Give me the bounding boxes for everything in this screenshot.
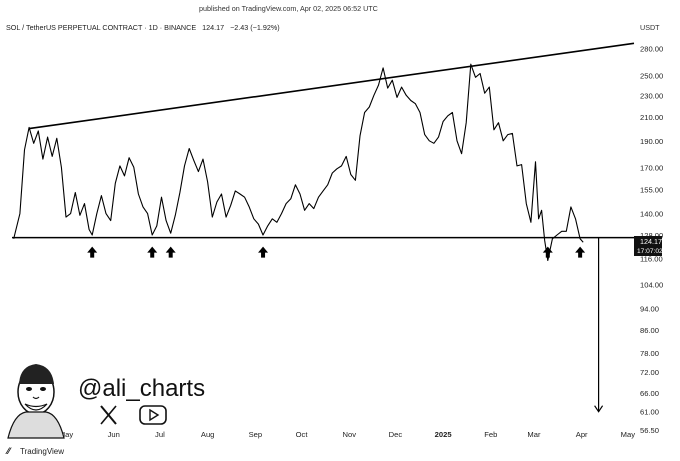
y-tick-label: 56.50: [640, 426, 659, 435]
x-tick-label: Feb: [484, 430, 497, 439]
y-tick-label: 94.00: [640, 305, 659, 314]
up-arrow-marker: [147, 246, 158, 258]
x-tick-label: Mar: [527, 430, 541, 439]
x-tick-label: 2025: [435, 430, 453, 439]
x-tick-label: Aug: [201, 430, 215, 439]
y-axis: 280.00 250.00 230.00 210.00 190.00 170.00 155.…: [640, 44, 663, 435]
y-tick-label: 86.00: [640, 326, 659, 335]
up-arrow-marker: [258, 246, 269, 258]
x-tick-label: May: [59, 430, 74, 439]
x-tick-label: Dec: [389, 430, 403, 439]
x-tick-label: Apr: [576, 430, 588, 439]
tradingview-footer: ⁄⁄ TradingView: [5, 446, 64, 456]
footer-brand: TradingView: [20, 447, 64, 456]
up-arrow-marker: [575, 246, 586, 258]
x-tick-label: Sep: [249, 430, 263, 439]
x-logo-icon[interactable]: [100, 405, 117, 425]
y-tick-label: 250.00: [640, 71, 663, 80]
y-tick-label: 61.00: [640, 408, 659, 417]
x-tick-label: May: [621, 430, 636, 439]
x-tick-label: Oct: [296, 430, 309, 439]
up-arrow-marker: [165, 246, 176, 258]
x-tick-label: Jul: [155, 430, 165, 439]
annotations: [12, 42, 635, 413]
legend-change: −2.43 (−1.92%): [230, 23, 280, 32]
y-tick-label: 155.00: [640, 185, 663, 194]
y-tick-label: 128.00: [640, 231, 663, 240]
y-tick-label: 170.00: [640, 163, 663, 172]
y-tick-label: 280.00: [640, 44, 663, 53]
legend: SOL / TetherUS PERPETUAL CONTRACT · 1D ·…: [6, 23, 280, 32]
y-tick-label: 116.00: [640, 254, 663, 263]
y-tick-label: 210.00: [640, 113, 663, 122]
current-price-tag: 124.17 17:07:02: [634, 236, 663, 256]
x-axis: ApMayJunJulAugSepOctNovDec2025FebMarAprM…: [17, 430, 635, 439]
legend-price: 124.17: [202, 23, 224, 32]
y-tick-label: 230.00: [640, 91, 663, 100]
avatar-icon: [7, 364, 65, 439]
y-tick-label: 104.00: [640, 281, 663, 290]
y-tick-label: 72.00: [640, 368, 659, 377]
x-tick-label: Jun: [108, 430, 120, 439]
legend-symbol: SOL / TetherUS PERPETUAL CONTRACT · 1D ·…: [6, 23, 196, 32]
up-arrow-marker: [87, 246, 98, 258]
support-markers: [87, 246, 586, 258]
y-tick-label: 140.00: [640, 210, 663, 219]
currency-label: USDT: [640, 23, 660, 32]
author-handle: @ali_charts: [78, 375, 205, 402]
x-tick-label: Nov: [342, 430, 356, 439]
youtube-icon[interactable]: [139, 405, 167, 425]
y-tick-label: 190.00: [640, 137, 663, 146]
up-arrow-marker: [542, 246, 553, 258]
series-layer: [13, 63, 584, 262]
tradingview-logo-icon: ⁄⁄: [5, 446, 13, 456]
published-label: published on TradingView.com, Apr 02, 20…: [199, 4, 378, 13]
price-tag-background: [634, 236, 662, 256]
price-tag-timer: 17:07:02: [637, 248, 663, 255]
y-tick-label: 78.00: [640, 349, 659, 358]
y-tick-label: 66.00: [640, 389, 659, 398]
projection-arrow-head: [594, 405, 604, 413]
author-branding: @ali_charts: [7, 364, 205, 439]
price-series-line: [13, 63, 584, 262]
resistance-trendline: [28, 42, 635, 130]
price-tag-value: 124.17: [640, 237, 662, 246]
